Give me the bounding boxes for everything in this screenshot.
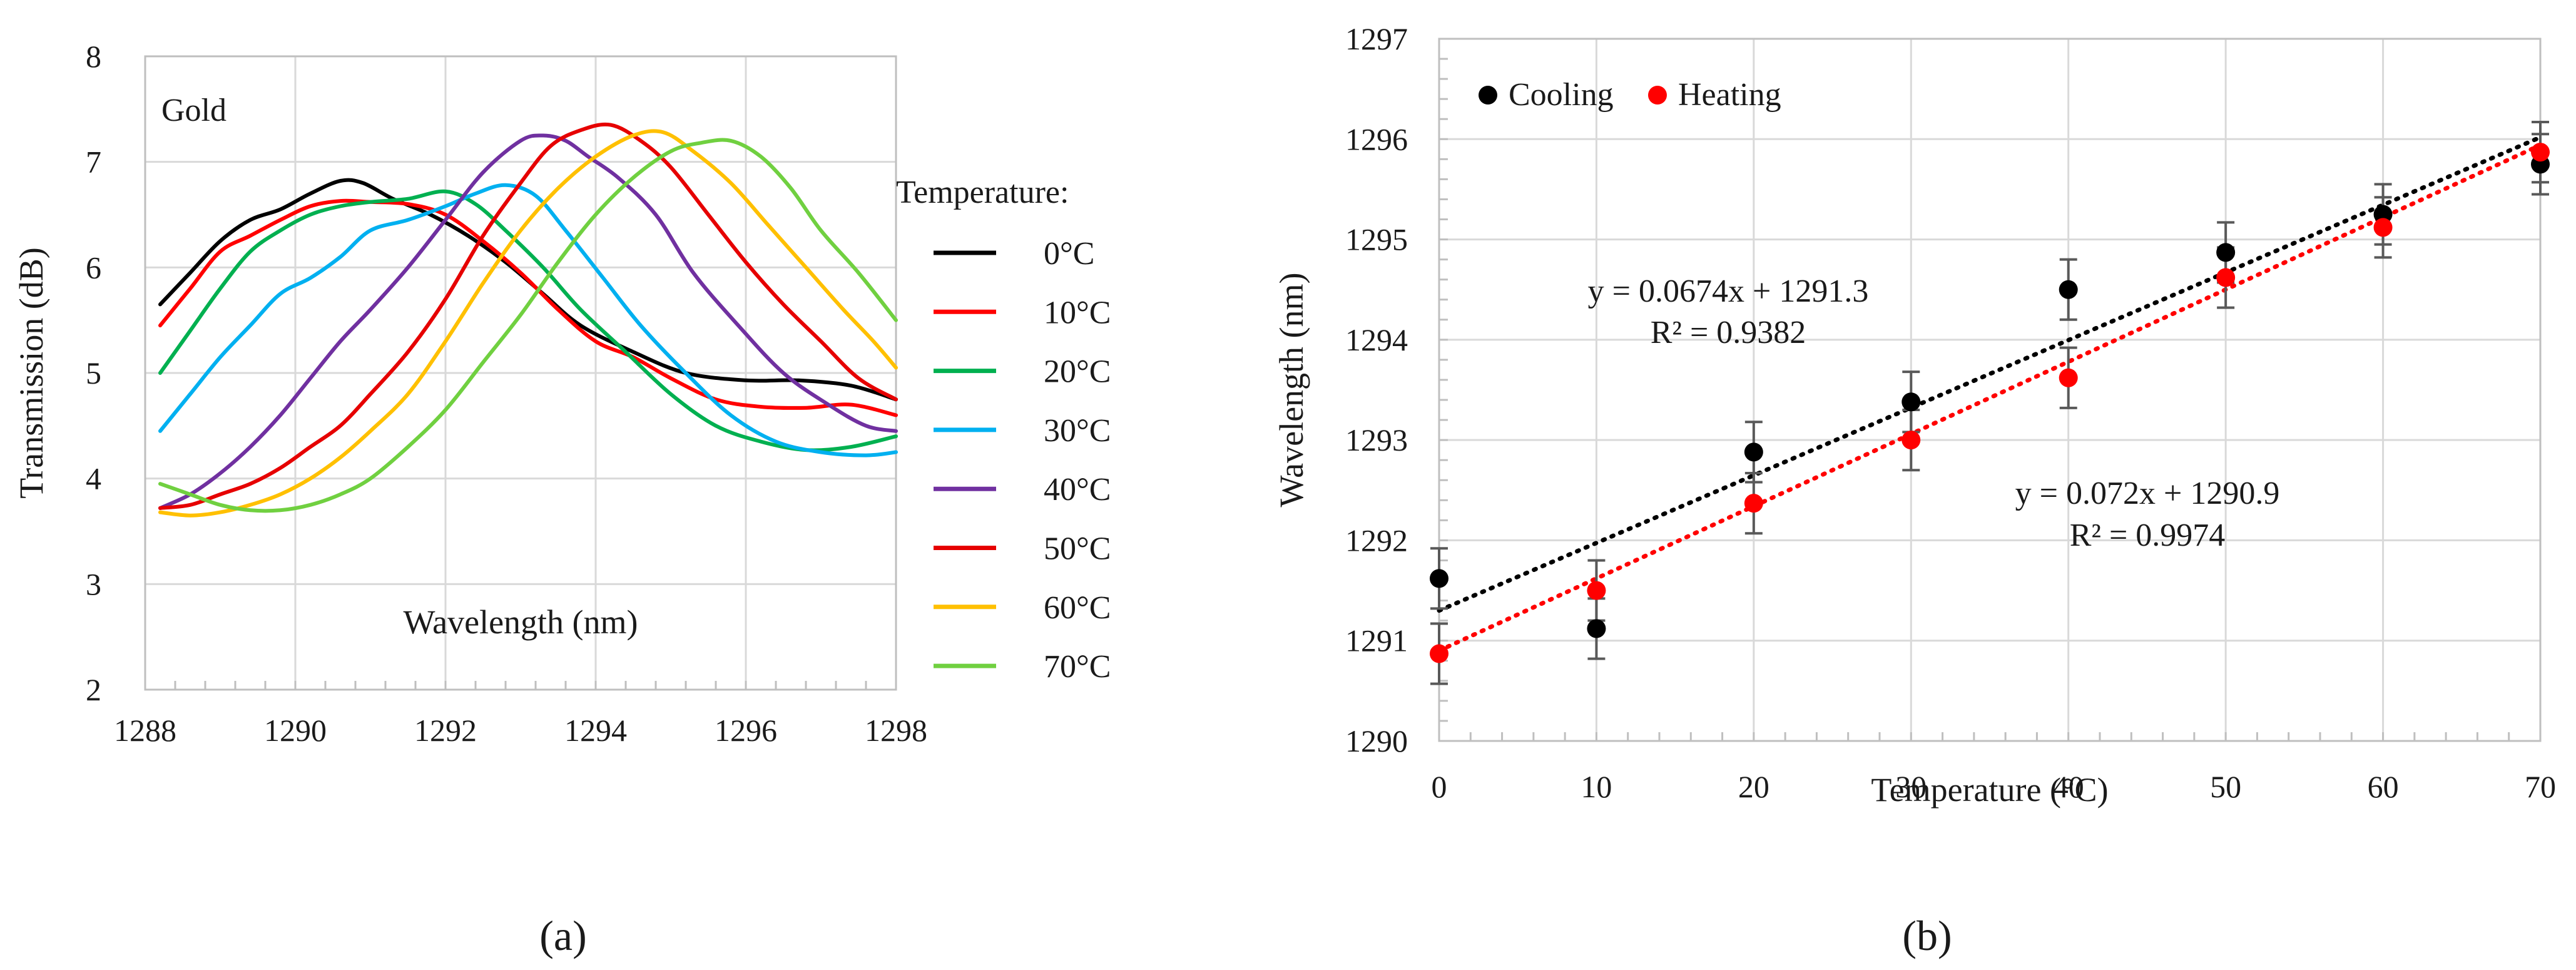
chart-b-y-axis-label: Wavelength (nm) (1273, 272, 1310, 507)
cooling-trendline-equation: y = 0.0674x + 1291.3 (1588, 273, 1869, 309)
chart-b-x-tick-label: 20 (1738, 769, 1769, 804)
chart-a-legend-label: 60°C (1044, 590, 1111, 626)
chart-b-x-tick-label: 10 (1581, 769, 1612, 804)
chart-b-y-tick-label: 1296 (1345, 121, 1408, 156)
cooling-trendline-r2: R² = 0.9382 (1651, 315, 1806, 350)
legend-cooling-label: Cooling (1509, 77, 1614, 113)
chart-b-y-tick-label: 1290 (1345, 723, 1408, 758)
chart-b-x-tick-label: 30 (1895, 769, 1927, 804)
heating-point (2531, 143, 2550, 162)
chart-b-x-tick-label: 70 (2525, 769, 2556, 804)
chart-a-series (158, 122, 898, 518)
chart-a-x-tick-label: 1296 (715, 713, 777, 748)
chart-b-y-tick-label: 1292 (1345, 523, 1408, 558)
chart-a-legend: 0°C 10°C 20°C 30°C 40°C 50°C 60°C 70°C (934, 236, 1111, 685)
chart-b-wavelength-vs-temperature: 0 10 20 30 40 50 60 70 1290 1291 1292 1293 1294 1295… (1273, 21, 2556, 959)
chart-a-x-tick-label: 1288 (114, 713, 176, 748)
chart-a-y-tick-label: 7 (86, 145, 101, 180)
chart-a-minor-ticks (144, 681, 897, 690)
chart-a-y-tick-label: 3 (86, 566, 101, 601)
heating-point (1430, 644, 1448, 663)
chart-a-series-line (158, 133, 898, 510)
chart-a-x-tick-label: 1290 (264, 713, 327, 748)
chart-a-y-tick-label: 8 (86, 39, 101, 74)
chart-a-legend-label: 70°C (1044, 649, 1111, 685)
heating-point (1744, 494, 1763, 513)
chart-a-y-tick-label: 5 (86, 355, 101, 391)
heating-trendline-r2: R² = 0.9974 (2070, 518, 2226, 553)
chart-a-legend-label: 0°C (1044, 236, 1094, 272)
cooling-point (2373, 205, 2393, 224)
chart-a-title: Gold (161, 93, 227, 128)
chart-a-y-tick-label: 2 (86, 672, 101, 707)
chart-a-grid (144, 55, 897, 691)
chart-a-y-tick-label: 6 (86, 250, 101, 285)
chart-b-plot-frame (1438, 38, 2542, 742)
chart-a-x-tick-label: 1294 (564, 713, 627, 748)
chart-b-y-tick-labels: 1290 1291 1292 1293 1294 1295 1296 1297 (1345, 21, 1408, 758)
legend-heating-label: Heating (1678, 77, 1781, 113)
chart-a-series-line (158, 183, 898, 457)
chart-b-x-tick-labels: 0 10 20 30 40 50 60 70 (1432, 769, 2557, 804)
chart-b-minor-ticks (1438, 38, 2542, 742)
chart-a-legend-label: 20°C (1044, 354, 1111, 390)
chart-b-x-tick-label: 50 (2210, 769, 2241, 804)
heating-trendline-equation: y = 0.072x + 1290.9 (2015, 476, 2280, 511)
panel-label-b: (b) (1902, 912, 1952, 959)
chart-b-y-tick-label: 1293 (1345, 422, 1408, 457)
chart-a-legend-label: 50°C (1044, 531, 1111, 567)
chart-b-points (1430, 143, 2550, 663)
chart-b-y-tick-label: 1297 (1345, 21, 1408, 56)
heating-point (1587, 581, 1606, 600)
heating-point (2373, 218, 2393, 237)
chart-a-series-line (158, 122, 898, 510)
chart-b-trendlines (1437, 135, 2543, 653)
chart-a-legend-title: Temperature: (896, 175, 1069, 210)
chart-a-series-line (158, 189, 898, 452)
chart-a-legend-label: 10°C (1044, 295, 1111, 330)
cooling-point (1744, 442, 1763, 462)
chart-a-series-line (158, 138, 898, 513)
chart-a-y-axis-label: Transmission (dB) (13, 247, 50, 499)
chart-a-series-line (158, 178, 898, 402)
chart-b-y-tick-label: 1295 (1345, 222, 1408, 257)
legend-heating-marker (1648, 86, 1667, 105)
heating-point (2059, 368, 2078, 387)
cooling-point (1901, 392, 1921, 412)
chart-a-x-tick-label: 1292 (414, 713, 477, 748)
heating-point (1901, 431, 1921, 450)
chart-a-y-tick-label: 4 (86, 461, 101, 496)
cooling-point (2216, 243, 2236, 262)
chart-b-y-tick-label: 1291 (1345, 623, 1408, 658)
panel-label-a: (a) (539, 912, 586, 959)
cooling-point (2059, 280, 2078, 299)
chart-a-series-line (158, 129, 898, 518)
chart-a-series-line (158, 198, 898, 417)
chart-a-transmission-spectra: 1288 1290 1292 1294 1296 1298 2 3 4 5 6 7 8 Wavelen… (13, 39, 1111, 959)
legend-cooling-marker (1479, 86, 1497, 105)
chart-a-legend-label: 40°C (1044, 472, 1111, 508)
chart-b-x-tick-label: 60 (2368, 769, 2399, 804)
cooling-point (1587, 619, 1606, 638)
chart-b-x-tick-label: 40 (2053, 769, 2084, 804)
chart-a-x-axis-label: Wavelength (nm) (403, 603, 638, 641)
chart-a-x-tick-labels: 1288 1290 1292 1294 1296 1298 (114, 713, 927, 748)
chart-a-x-tick-label: 1298 (865, 713, 927, 748)
chart-b-y-tick-label: 1294 (1345, 322, 1408, 357)
chart-a-plot-frame (144, 55, 897, 691)
chart-b-legend: Cooling Heating (1479, 77, 1781, 113)
heating-point (2216, 268, 2236, 287)
cooling-trendline (1437, 135, 2543, 613)
chart-b-x-tick-label: 0 (1432, 769, 1447, 804)
chart-a-y-tick-labels: 2 3 4 5 6 7 8 (86, 39, 101, 707)
cooling-point (1430, 569, 1448, 588)
chart-b-x-axis-label: Temperature (°C) (1871, 771, 2108, 809)
chart-a-legend-label: 30°C (1044, 413, 1111, 449)
